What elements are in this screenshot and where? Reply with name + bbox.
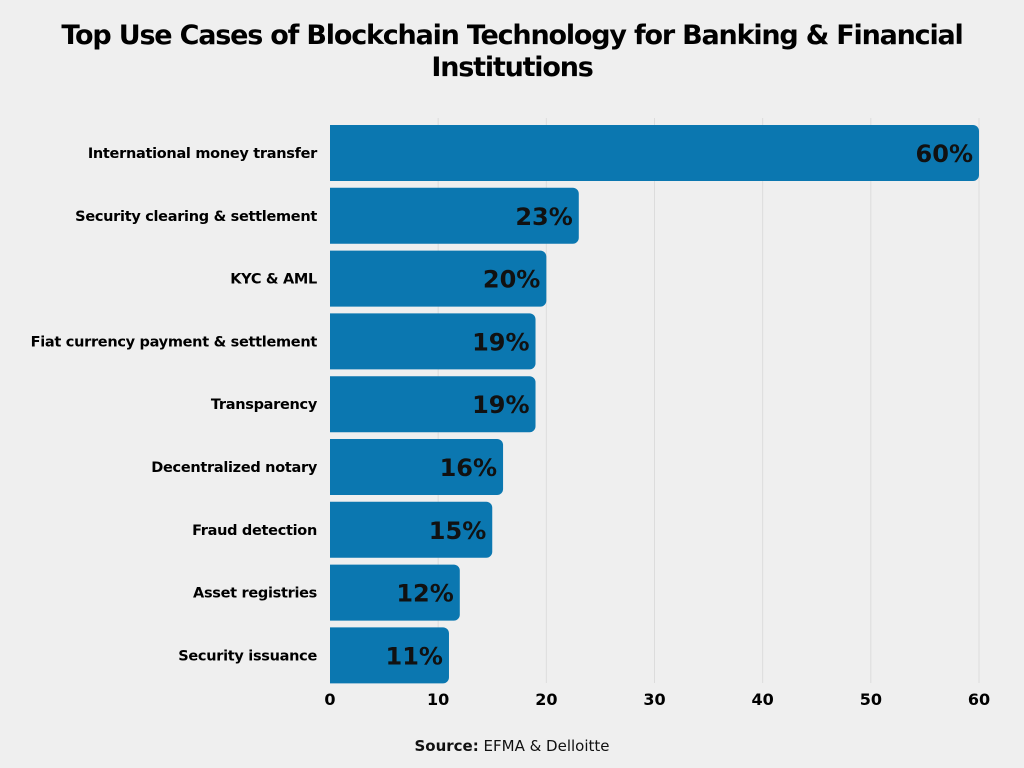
source-label: Source: (414, 737, 479, 755)
bar (330, 564, 460, 621)
bar (330, 313, 536, 370)
x-tick-label: 30 (643, 690, 665, 709)
data-label: 60% (916, 140, 973, 168)
data-label: 15% (429, 517, 486, 545)
data-label: 19% (472, 391, 529, 419)
category-label: Security clearing & settlement (75, 209, 317, 225)
category-label: Fiat currency payment & settlement (31, 334, 318, 350)
category-label: Transparency (211, 397, 318, 413)
data-label: 12% (396, 580, 453, 608)
data-label: 23% (515, 203, 572, 231)
chart-title: Top Use Cases of Blockchain Technology f… (61, 20, 963, 83)
category-label: International money transfer (88, 146, 318, 162)
data-label: 16% (440, 454, 497, 482)
source-text: EFMA & Delloitte (483, 737, 610, 755)
source-note: Source: EFMA & Delloitte (0, 737, 1024, 755)
x-tick-label: 50 (860, 690, 882, 709)
data-label: 20% (483, 266, 540, 294)
bar (330, 627, 449, 684)
category-label: Decentralized notary (151, 460, 318, 476)
bar (330, 501, 493, 558)
bar (330, 439, 504, 495)
x-tick-label: 0 (324, 690, 335, 709)
category-label: Security issuance (178, 648, 317, 664)
category-label: KYC & AML (230, 272, 317, 288)
x-tick-label: 10 (427, 690, 449, 709)
x-tick-label: 40 (752, 690, 774, 709)
bar (330, 376, 536, 433)
x-tick-label: 20 (535, 690, 557, 709)
bar (330, 125, 979, 181)
category-label: Fraud detection (192, 523, 317, 539)
bar (330, 187, 579, 244)
x-tick-label: 60 (968, 690, 990, 709)
data-label: 11% (386, 642, 443, 670)
category-label: Asset registries (193, 586, 317, 602)
data-label: 19% (472, 328, 529, 356)
bar (330, 250, 547, 307)
